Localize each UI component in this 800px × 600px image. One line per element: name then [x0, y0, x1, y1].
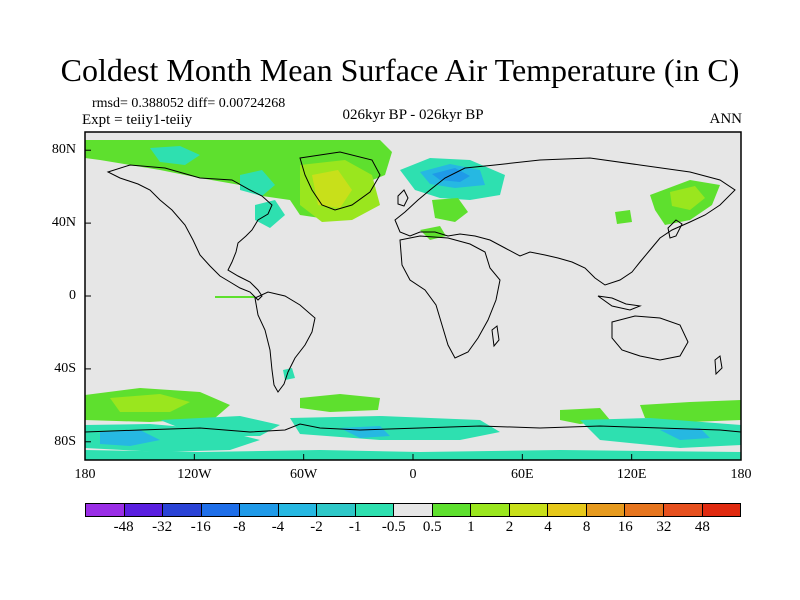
lat-tick-label: 0 — [69, 288, 76, 303]
anomaly-region — [100, 430, 160, 446]
colorbar-label: -1 — [348, 519, 362, 535]
colorbar-label: -8 — [233, 519, 246, 535]
lat-tick-label: 40S — [54, 360, 76, 376]
anomaly-region — [432, 198, 468, 222]
colorbar-label: 16 — [617, 519, 633, 535]
tick-marks — [84, 149, 742, 460]
lon-tick-label: 120W — [177, 467, 212, 482]
experiment-line: Expt = teiiy1-teiiy — [82, 112, 193, 128]
coastline-africa — [399, 235, 501, 359]
anomaly-region — [300, 394, 380, 412]
lon-tick-label: 60W — [290, 467, 318, 482]
anomaly-region — [312, 170, 352, 208]
anomaly-region — [580, 418, 741, 448]
colorbar-label: -32 — [152, 519, 173, 535]
coastline-new-zealand — [714, 355, 723, 376]
colorbar-swatch — [625, 504, 664, 516]
anomaly-region — [160, 416, 280, 436]
lon-tick-label: 180 — [730, 467, 752, 482]
colorbar-label: -4 — [271, 519, 285, 535]
coastline-japan — [667, 219, 683, 239]
coastlines — [85, 151, 741, 433]
colorbar-label: -16 — [190, 519, 211, 535]
colorbar-label: 32 — [656, 519, 672, 535]
lon-tick-label: 120E — [616, 467, 647, 482]
colorbar-label: 0.5 — [422, 519, 442, 535]
colorbar-swatch — [86, 504, 125, 516]
anomaly-region — [670, 186, 705, 210]
colorbar-label: 1 — [467, 519, 475, 535]
coastline-uk — [397, 189, 409, 207]
anomaly-region — [640, 400, 741, 422]
coastline-eurasia — [394, 157, 736, 286]
colorbar-label: -48 — [113, 519, 134, 535]
coastline-antarctica — [85, 423, 741, 433]
coastline-indonesia — [597, 295, 642, 311]
colorbar-label: 8 — [582, 519, 591, 535]
colorbar-swatch — [240, 504, 279, 516]
anomaly-region — [660, 428, 710, 440]
lat-tick-label: 40N — [51, 215, 76, 231]
colorbar-swatch — [548, 504, 587, 516]
coastline-south-america — [254, 291, 316, 393]
lat-tick-label: 80N — [51, 142, 76, 158]
lon-tick-label: 0 — [409, 467, 417, 482]
colorbar-label: 4 — [544, 519, 552, 535]
colorbar-swatch — [586, 504, 626, 516]
period-line: 026kyr BP - 026kyr BP — [342, 107, 484, 123]
anomaly-region — [615, 210, 632, 224]
colorbar-swatch — [278, 504, 318, 516]
lon-tick-label: 60E — [511, 467, 534, 482]
colorbar-swatch — [509, 504, 549, 516]
colorbar-swatch — [432, 504, 472, 516]
coastline-australia — [611, 315, 689, 361]
colorbar-swatch — [124, 504, 164, 516]
lon-tick-label: 180 — [74, 467, 96, 482]
anomaly-region — [110, 394, 190, 412]
coastline-north-america — [106, 164, 273, 301]
colorbar-swatch — [163, 504, 202, 516]
lat-tick-label: 80S — [54, 433, 76, 449]
anomaly-field — [85, 140, 741, 460]
colorbar-swatch — [317, 504, 356, 516]
colorbar-label: -0.5 — [381, 519, 406, 535]
colorbar-swatch — [471, 504, 510, 516]
colorbar-label: 2 — [505, 519, 514, 535]
plot-title: Coldest Month Mean Surface Air Temperatu… — [60, 52, 740, 88]
coastline-madagascar — [491, 325, 500, 348]
colorbar-swatch — [663, 504, 703, 516]
colorbar — [85, 503, 741, 517]
colorbar-label: 48 — [694, 519, 710, 535]
season-label: ANN — [709, 111, 743, 127]
anomaly-region — [215, 296, 255, 298]
anomaly-region — [255, 200, 285, 228]
anomaly-region — [290, 416, 500, 440]
colorbar-swatch — [355, 504, 395, 516]
colorbar-swatch — [394, 504, 433, 516]
colorbar-swatch — [201, 504, 241, 516]
coastline-greenland — [299, 151, 381, 211]
colorbar-swatch — [702, 504, 741, 516]
colorbar-label: -2 — [310, 519, 323, 535]
anomaly-region — [150, 146, 200, 165]
stats-line: rmsd= 0.388052 diff= 0.00724268 — [92, 96, 286, 111]
